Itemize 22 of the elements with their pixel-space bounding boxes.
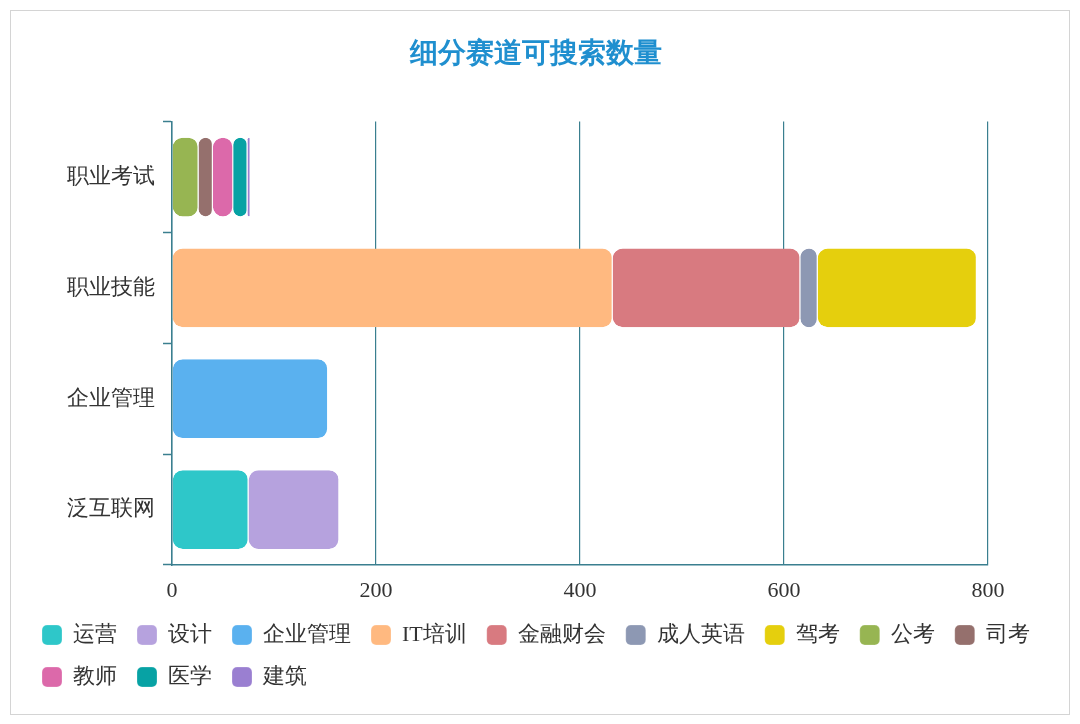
x-tick-label: 600 xyxy=(767,576,801,602)
y-tick-label: 职业考试 xyxy=(67,162,155,188)
legend-label: 驾考 xyxy=(795,620,840,646)
legend-label: IT培训 xyxy=(402,620,467,646)
legend-label: 企业管理 xyxy=(263,620,351,646)
y-tick-label: 企业管理 xyxy=(67,384,155,410)
x-tick-label: 0 xyxy=(166,576,178,602)
legend-label: 教师 xyxy=(73,662,117,688)
x-tick-label: 200 xyxy=(359,576,393,602)
legend-label: 司考 xyxy=(985,620,1030,646)
legend-label: 设计 xyxy=(168,620,212,646)
y-tick-label: 泛互联网 xyxy=(67,495,155,521)
legend-label: 公考 xyxy=(890,620,935,646)
legend-label: 运营 xyxy=(73,620,117,646)
legend-label: 金融财会 xyxy=(517,620,606,646)
x-tick-label: 400 xyxy=(563,576,597,602)
legend-label: 医学 xyxy=(168,662,212,688)
legend-label: 建筑 xyxy=(262,662,307,688)
y-tick-label: 职业技能 xyxy=(67,273,155,299)
legend-label: 成人英语 xyxy=(656,620,745,646)
chart-title: 细分赛道可搜索数量 xyxy=(409,37,662,69)
x-tick-label: 800 xyxy=(971,576,1005,602)
